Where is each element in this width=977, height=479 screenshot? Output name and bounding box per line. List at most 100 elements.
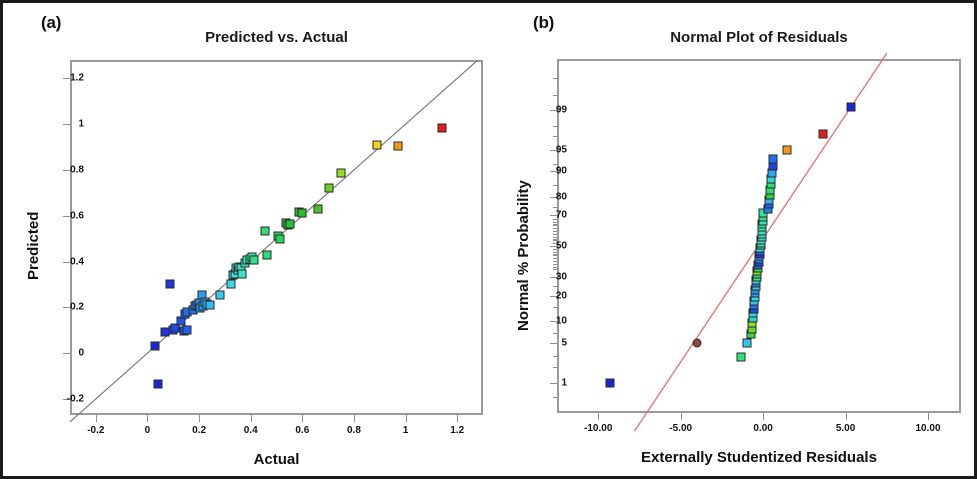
panel-b-x-axis-title: Externally Studentized Residuals [641,449,877,466]
tick-mark [553,221,557,223]
panel-b-normal-plot: (b) Normal Plot of Residuals -10.00 -5.00… [493,3,974,476]
tick-mark [553,249,557,251]
tick-mark [553,264,557,266]
data-point [782,145,792,155]
data-point [336,168,345,178]
tick-mark [680,413,682,420]
y-tick-label: 30 [555,271,567,283]
tick-mark [553,185,557,187]
data-point [692,338,702,348]
y-tick-label: 0.6 [70,210,84,222]
tick-mark [553,206,557,208]
tick-mark [553,257,557,259]
tick-mark [63,169,70,171]
data-point [285,219,295,229]
x-tick-label: 10.00 [915,423,941,434]
data-point [260,226,270,236]
x-tick-label: 1 [402,425,409,436]
tick-mark [550,295,557,297]
panel-a-x-axis-title: Actual [253,451,300,468]
x-tick-label: 0 [144,425,151,436]
tick-mark [550,342,557,344]
tick-mark [553,231,557,233]
tick-mark [199,415,201,422]
tick-mark [553,234,557,236]
data-point [297,208,307,218]
y-tick-label: 5 [561,337,567,349]
panel-b-title: Normal Plot of Residuals [670,29,848,46]
tick-mark [553,135,557,137]
data-point [226,279,236,289]
panel-b-y-axis-title: Normal % Probability [515,180,532,331]
panel-a-predicted-vs-actual: (a) Predicted vs. Actual -0.2 0 0.2 0.4 0.6 0… [3,3,493,476]
data-point [165,279,175,289]
y-tick-label: -0.2 [66,393,84,405]
tick-mark [553,125,557,127]
tick-mark [553,218,557,220]
y-tick-label: 20 [555,290,567,302]
x-tick-label: 1.2 [450,425,465,436]
data-point [153,379,163,389]
y-tick-label: 1 [561,377,567,389]
tick-mark [928,413,930,420]
y-tick-label: 95 [555,144,567,156]
data-point [605,378,615,388]
tick-mark [353,415,355,422]
tick-mark [553,252,557,254]
tick-mark [553,246,557,248]
y-tick-label: 0.8 [70,164,84,176]
tick-mark [553,366,557,368]
tick-mark [763,413,765,420]
tick-mark [250,415,252,422]
x-tick-label: 5.00 [835,423,856,434]
tick-mark [550,196,557,198]
y-tick-label: 0.4 [70,256,84,268]
tick-mark [553,223,557,225]
tick-mark [147,415,149,422]
panel-a-tag: (a) [41,13,62,32]
panel-a-y-axis-title: Predicted [25,211,42,280]
data-point [372,140,382,150]
panel-a-title: Predicted vs. Actual [205,29,348,46]
data-point [736,352,746,362]
tick-mark [553,397,557,399]
tick-mark [63,398,70,400]
data-point [275,234,285,244]
data-point [742,338,752,348]
tick-mark [550,276,557,278]
data-point [215,290,225,300]
x-tick-label: -5.00 [669,423,693,434]
data-point [262,250,272,260]
tick-mark [63,78,70,80]
y-tick-label: 70 [555,209,567,221]
tick-mark [550,215,557,217]
x-tick-label: 0.4 [243,425,258,436]
data-point [768,154,778,164]
panel-a-plot-svg [69,59,479,423]
reference-line [69,59,479,423]
tick-mark [63,215,70,217]
y-tick-label: 0 [78,347,84,359]
tick-mark [553,95,557,97]
tick-mark [598,413,600,420]
tick-mark [553,332,557,334]
data-point [393,141,403,151]
tick-mark [553,306,557,308]
data-point [182,325,192,335]
data-point [818,129,828,139]
tick-mark [550,149,557,151]
y-tick-label: 90 [555,165,567,177]
data-point [324,183,334,193]
y-tick-label: 1.2 [70,72,84,84]
tick-mark [553,237,557,239]
data-point [846,102,856,112]
tick-mark [457,415,459,422]
panel-b-tag: (b) [533,13,555,32]
tick-mark [553,267,557,269]
tick-mark [550,382,557,384]
tick-mark [553,261,557,262]
tick-mark [63,261,70,263]
data-point [313,204,323,214]
tick-mark [550,170,557,172]
